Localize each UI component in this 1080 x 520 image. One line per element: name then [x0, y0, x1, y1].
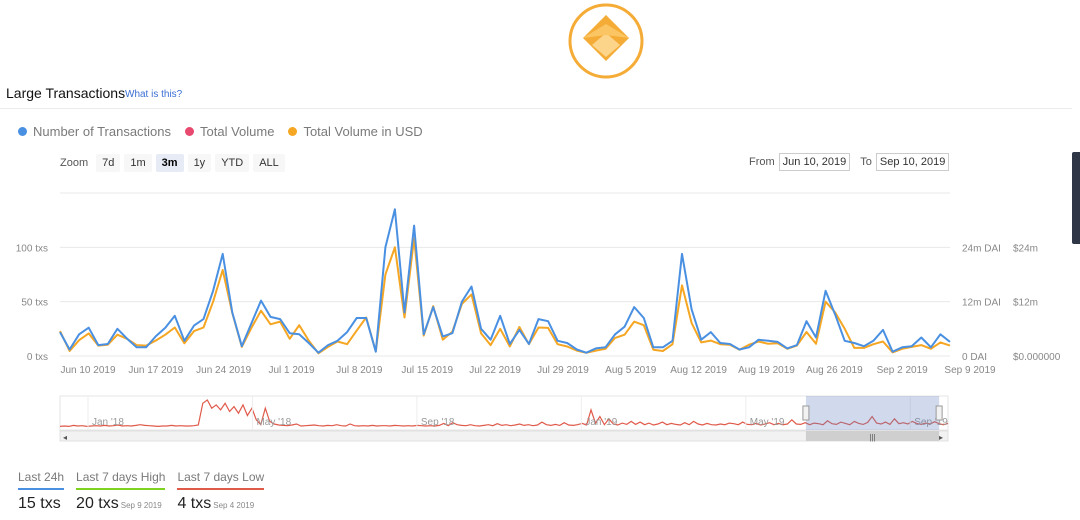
- legend-label: Total Volume in USD: [303, 124, 423, 139]
- stat-value-text: 4 txs: [177, 495, 212, 512]
- x-tick-label: Jul 22 2019: [469, 365, 521, 376]
- from-date-input[interactable]: Jun 10, 2019: [778, 153, 851, 171]
- y-right-tick-label: 24m DAI: [962, 243, 1001, 254]
- page-title: Large Transactions: [6, 85, 126, 101]
- title-divider: [0, 108, 1072, 109]
- x-tick-label: Sep 9 2019: [944, 365, 996, 376]
- y-right2-tick-label: $0.000000: [1013, 352, 1061, 363]
- navigator-scrollbar-track: [59, 430, 949, 442]
- zoom-button-3m[interactable]: 3m: [155, 154, 184, 172]
- to-date-input[interactable]: Sep 10, 2019: [875, 153, 950, 171]
- y-right2-tick-label: $12m: [1013, 298, 1038, 309]
- y-left-tick-label: 100 txs: [16, 243, 48, 254]
- zoom-button-all[interactable]: ALL: [253, 154, 285, 172]
- chart-series: [59, 208, 951, 355]
- zoom-bar: Zoom 7d 1m 3m 1y YTD ALL: [60, 154, 285, 172]
- stat-value: 20 txs Sep 9 2019: [76, 495, 165, 513]
- zoom-button-7d[interactable]: 7d: [96, 154, 121, 172]
- zoom-button-1m[interactable]: 1m: [124, 154, 152, 172]
- x-tick-label: Jul 29 2019: [537, 365, 589, 376]
- navigator-scrollbar-thumb[interactable]: [805, 431, 940, 441]
- stat-value: 15 txs: [18, 495, 64, 513]
- navigator-tick-label: Sep '18: [421, 417, 455, 428]
- x-tick-label: Jul 8 2019: [336, 365, 383, 376]
- navigator-line: [59, 399, 949, 428]
- legend-dot-icon: [185, 127, 195, 136]
- zoom-button-ytd[interactable]: YTD: [215, 154, 250, 172]
- scrollbar-grip-icon: |||: [869, 433, 875, 442]
- stat-value: 4 txs Sep 4 2019: [177, 495, 264, 513]
- x-tick-label: Jun 24 2019: [196, 365, 251, 376]
- legend-item-total-volume[interactable]: Total Volume: [185, 124, 274, 139]
- date-range: From Jun 10, 2019 To Sep 10, 2019: [749, 153, 950, 171]
- navigator-tick-label: Jan '18: [92, 417, 124, 428]
- x-tick-label: Jul 15 2019: [401, 365, 453, 376]
- legend-dot-icon: [288, 127, 298, 136]
- stat-7d-low: Last 7 days Low 4 txs Sep 4 2019: [177, 470, 265, 513]
- stat-label: Last 24h: [18, 470, 65, 490]
- dai-logo: [568, 3, 644, 79]
- y-left-tick-label: 0 txs: [27, 352, 48, 363]
- from-label: From: [749, 156, 775, 168]
- chart-axes: 0 txs 50 txs 100 txs 0 DAI 12m DAI 24m DAI $0.…: [16, 243, 1061, 376]
- stat-value-text: 20 txs: [76, 495, 119, 512]
- legend-label: Number of Transactions: [33, 124, 172, 139]
- x-tick-label: Aug 12 2019: [670, 365, 727, 376]
- scroll-right-arrow-icon[interactable]: ▸: [939, 433, 943, 442]
- legend-label: Total Volume: [200, 124, 275, 139]
- y-right-tick-label: 0 DAI: [962, 352, 987, 363]
- navigator: Jan '18 May '18 Sep '18 Jan '19 May '19 Sep '…: [59, 395, 949, 442]
- chart-legend: Number of Transactions Total Volume Tota…: [18, 124, 423, 139]
- y-right2-tick-label: $24m: [1013, 243, 1038, 254]
- scroll-left-arrow-icon[interactable]: ◂: [63, 433, 67, 442]
- what-is-this-link[interactable]: What is this?: [125, 89, 183, 100]
- x-tick-label: Jun 17 2019: [128, 365, 183, 376]
- to-label: To: [860, 156, 872, 168]
- navigator-handle-left[interactable]: [802, 405, 810, 421]
- series-line-transactions: [59, 208, 951, 354]
- navigator-tick-label: May '18: [256, 417, 291, 428]
- y-right-tick-label: 12m DAI: [962, 298, 1001, 309]
- stat-last-24h: Last 24h 15 txs: [18, 470, 65, 513]
- navigator-tick-label: Sep '19: [914, 417, 948, 428]
- legend-item-volume-usd[interactable]: Total Volume in USD: [288, 124, 423, 139]
- navigator-tick-label: May '19: [750, 417, 785, 428]
- x-tick-label: Aug 5 2019: [605, 365, 657, 376]
- x-tick-label: Aug 26 2019: [806, 365, 863, 376]
- x-tick-label: Sep 2 2019: [877, 365, 929, 376]
- stat-date: Sep 9 2019: [120, 501, 162, 510]
- legend-dot-icon: [18, 127, 27, 136]
- navigator-tick-label: Jan '19: [585, 417, 617, 428]
- y-left-tick-label: 50 txs: [21, 298, 48, 309]
- x-tick-label: Jun 10 2019: [60, 365, 115, 376]
- zoom-button-1y[interactable]: 1y: [187, 154, 212, 172]
- navigator-selection: [805, 396, 940, 430]
- navigator-handle-right[interactable]: [935, 405, 943, 421]
- legend-item-transactions[interactable]: Number of Transactions: [18, 124, 171, 139]
- x-tick-label: Aug 19 2019: [738, 365, 795, 376]
- x-tick-label: Jul 1 2019: [268, 365, 315, 376]
- stat-7d-high: Last 7 days High 20 txs Sep 9 2019: [76, 470, 166, 513]
- chart-grid: [60, 192, 950, 357]
- stat-label: Last 7 days Low: [177, 470, 265, 490]
- stat-label: Last 7 days High: [76, 470, 166, 490]
- stat-date: Sep 4 2019: [213, 501, 255, 510]
- zoom-label: Zoom: [60, 157, 89, 169]
- series-line-volume-usd: [59, 237, 951, 355]
- stat-value-text: 15 txs: [18, 495, 61, 512]
- stats-panel: Last 24h 15 txs Last 7 days High 20 txs S…: [18, 470, 265, 513]
- transactions-chart: 0 txs 50 txs 100 txs 0 DAI 12m DAI 24m DAI $0.…: [16, 192, 1061, 442]
- side-scroll-tab[interactable]: [1072, 152, 1080, 244]
